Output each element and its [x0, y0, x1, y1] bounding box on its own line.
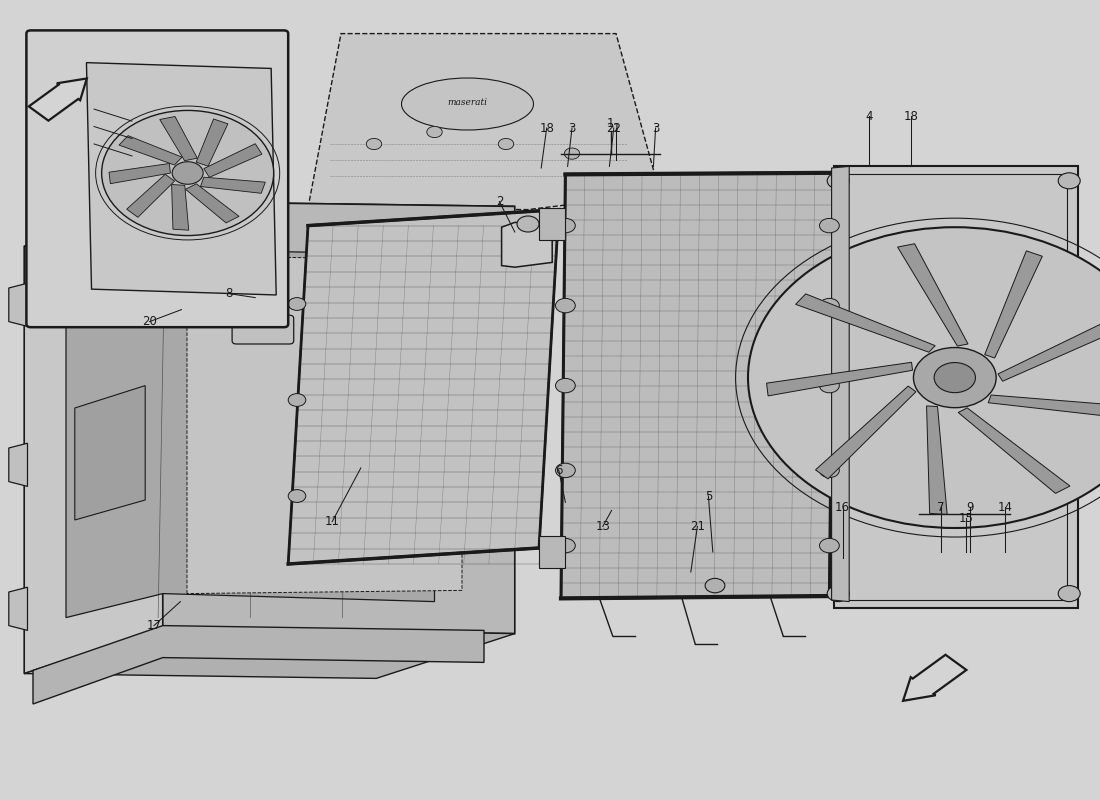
Circle shape — [705, 578, 725, 593]
Text: 2: 2 — [496, 195, 503, 208]
Text: 8: 8 — [226, 287, 232, 300]
Polygon shape — [958, 408, 1070, 494]
Polygon shape — [119, 136, 182, 165]
Circle shape — [556, 298, 575, 313]
Text: maserati: maserati — [448, 98, 487, 107]
Text: 6: 6 — [556, 464, 562, 477]
Circle shape — [556, 218, 575, 233]
Text: 15: 15 — [958, 512, 974, 525]
Polygon shape — [24, 202, 163, 674]
Text: 17: 17 — [146, 619, 162, 632]
Circle shape — [366, 138, 382, 150]
Circle shape — [517, 216, 539, 232]
Ellipse shape — [402, 78, 534, 130]
Text: 4: 4 — [866, 110, 872, 122]
Circle shape — [1058, 173, 1080, 189]
Polygon shape — [200, 178, 265, 194]
Polygon shape — [795, 294, 935, 352]
Circle shape — [288, 490, 306, 502]
Circle shape — [498, 138, 514, 150]
Text: 11: 11 — [324, 515, 340, 528]
Circle shape — [827, 173, 849, 189]
Circle shape — [1058, 586, 1080, 602]
Circle shape — [820, 378, 839, 393]
Circle shape — [913, 347, 997, 408]
Text: 5: 5 — [705, 490, 712, 502]
Circle shape — [820, 218, 839, 233]
Polygon shape — [502, 222, 552, 267]
Polygon shape — [24, 202, 515, 251]
Polygon shape — [308, 34, 660, 210]
Text: 1: 1 — [613, 122, 619, 134]
Text: 22: 22 — [606, 122, 621, 134]
Circle shape — [820, 298, 839, 313]
Polygon shape — [163, 202, 515, 634]
Text: 20: 20 — [142, 315, 157, 328]
Polygon shape — [926, 406, 947, 514]
Polygon shape — [561, 173, 834, 598]
Text: 3: 3 — [569, 122, 575, 134]
Polygon shape — [66, 250, 434, 618]
Polygon shape — [998, 314, 1100, 382]
FancyBboxPatch shape — [232, 315, 294, 344]
Circle shape — [827, 586, 849, 602]
Polygon shape — [834, 166, 1078, 608]
Text: 18: 18 — [903, 110, 918, 122]
Text: 13: 13 — [595, 520, 610, 533]
Circle shape — [288, 394, 306, 406]
Polygon shape — [160, 117, 197, 161]
Circle shape — [427, 126, 442, 138]
Polygon shape — [196, 119, 228, 166]
Circle shape — [101, 110, 274, 235]
Text: 14: 14 — [998, 501, 1013, 514]
Text: 3: 3 — [652, 122, 659, 134]
Polygon shape — [539, 536, 565, 568]
Text: 18: 18 — [539, 122, 554, 134]
Circle shape — [820, 463, 839, 478]
Circle shape — [556, 538, 575, 553]
Polygon shape — [9, 443, 28, 486]
Circle shape — [934, 362, 976, 393]
Polygon shape — [988, 395, 1100, 419]
Polygon shape — [187, 256, 462, 594]
Text: 7: 7 — [937, 501, 944, 514]
Polygon shape — [29, 78, 87, 121]
Circle shape — [288, 298, 306, 310]
Polygon shape — [126, 174, 175, 218]
Polygon shape — [75, 386, 145, 520]
Circle shape — [564, 148, 580, 159]
Polygon shape — [204, 144, 262, 178]
Circle shape — [556, 463, 575, 478]
Text: 21: 21 — [690, 520, 705, 533]
Polygon shape — [984, 251, 1043, 358]
Polygon shape — [815, 386, 916, 479]
Polygon shape — [898, 244, 968, 346]
Text: 16: 16 — [835, 501, 850, 514]
Circle shape — [556, 378, 575, 393]
Polygon shape — [109, 163, 170, 184]
Polygon shape — [33, 626, 484, 704]
Polygon shape — [9, 283, 28, 326]
Polygon shape — [9, 587, 28, 630]
Polygon shape — [539, 208, 565, 240]
Circle shape — [173, 162, 204, 184]
FancyBboxPatch shape — [26, 30, 288, 327]
Polygon shape — [832, 166, 849, 602]
Polygon shape — [24, 628, 515, 678]
Text: 9: 9 — [967, 501, 974, 514]
Polygon shape — [87, 62, 276, 295]
Polygon shape — [288, 210, 559, 564]
Polygon shape — [767, 362, 913, 396]
Polygon shape — [903, 654, 967, 701]
Circle shape — [748, 227, 1100, 528]
Polygon shape — [186, 184, 239, 223]
Circle shape — [820, 538, 839, 553]
Polygon shape — [172, 185, 189, 230]
Text: 1: 1 — [607, 117, 614, 130]
